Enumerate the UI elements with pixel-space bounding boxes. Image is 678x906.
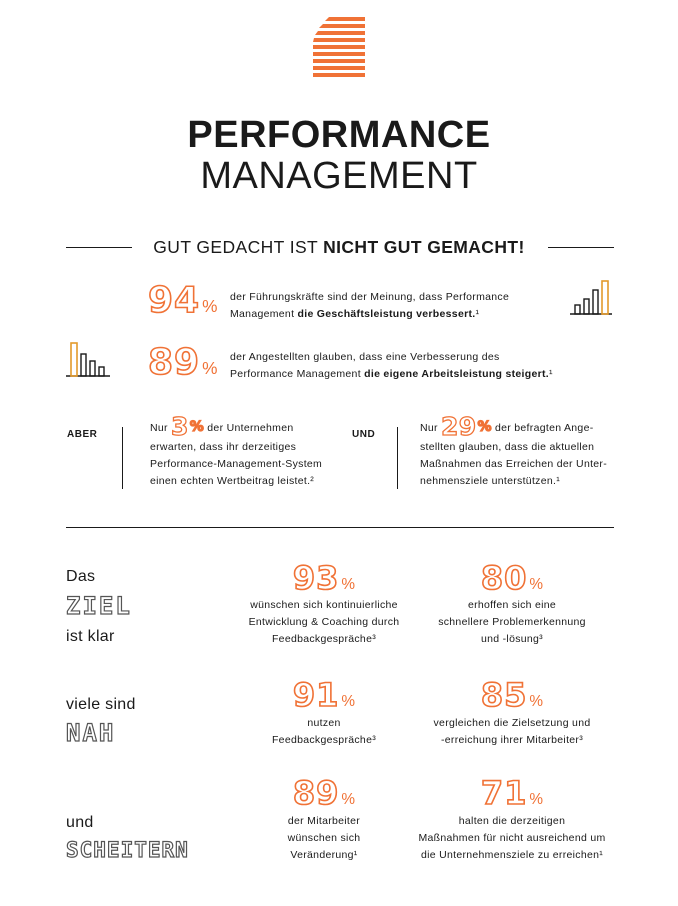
page-title-line1: PERFORMANCE: [187, 114, 491, 156]
row3-side-top: und: [66, 814, 94, 831]
row3-side-outline: SCHEITERN: [65, 838, 189, 862]
row1-stat2-number: 80%: [480, 559, 544, 597]
subheading: GUT GEDACHT IST NICHT GUT GEMACHT!: [153, 237, 525, 257]
und-label: UND: [352, 429, 376, 440]
row3-stat1-text: der Mitarbeiter wünschen sich Veränderung¹: [287, 815, 361, 861]
row1-side-bottom: ist klar: [66, 628, 115, 645]
row2-stat1-text: nutzen Feedbackgespräche³: [271, 717, 377, 746]
contrast-left-text: Nur 3% der Unternehmen erwarten, dass ih…: [150, 412, 323, 487]
und-divider: [397, 427, 398, 489]
row2-stat2-text: vergleichen die Zielsetzung und -erreichu…: [433, 717, 591, 746]
row2-side-outline: NAH: [65, 719, 116, 747]
row1-stat1-number: 93%: [292, 559, 356, 597]
row1-stat2-text: erhoffen sich eine schnellere Problemerke…: [438, 599, 586, 645]
stat-89-number: 89%: [147, 342, 218, 383]
row1-side-top: Das: [66, 568, 96, 585]
aber-label: ABER: [67, 429, 98, 440]
subheading-rule-right: [548, 247, 614, 248]
row1-stat1-text: wünschen sich kontinuierliche Entwicklung…: [248, 599, 400, 645]
row2-stat2-number: 85%: [480, 676, 544, 714]
stat-94-text: der Führungskräfte sind der Meinung, das…: [230, 291, 510, 320]
section-divider: [66, 527, 614, 528]
aber-divider: [122, 427, 123, 489]
row3-stat1-number: 89%: [292, 774, 356, 812]
page-title-line2: MANAGEMENT: [200, 155, 478, 197]
stat-94-number: 94%: [147, 280, 218, 321]
row2-stat1-number: 91%: [292, 676, 356, 714]
stat-89-text: der Angestellten glauben, dass eine Verb…: [230, 351, 553, 380]
striped-stack-logo-icon: [313, 17, 365, 77]
bar-chart-icon: [570, 280, 612, 315]
bar-chart-icon: [66, 342, 110, 377]
contrast-right-text: Nur 29% der befragten Ange- stellten gla…: [420, 412, 608, 487]
row3-stat2-text: halten die derzeitigen Maßnahmen für nich…: [418, 815, 606, 861]
row1-side-outline: ZIEL: [65, 592, 132, 620]
row2-side-top: viele sind: [66, 696, 136, 713]
row3-stat2-number: 71%: [480, 774, 544, 812]
subheading-rule-left: [66, 247, 132, 248]
